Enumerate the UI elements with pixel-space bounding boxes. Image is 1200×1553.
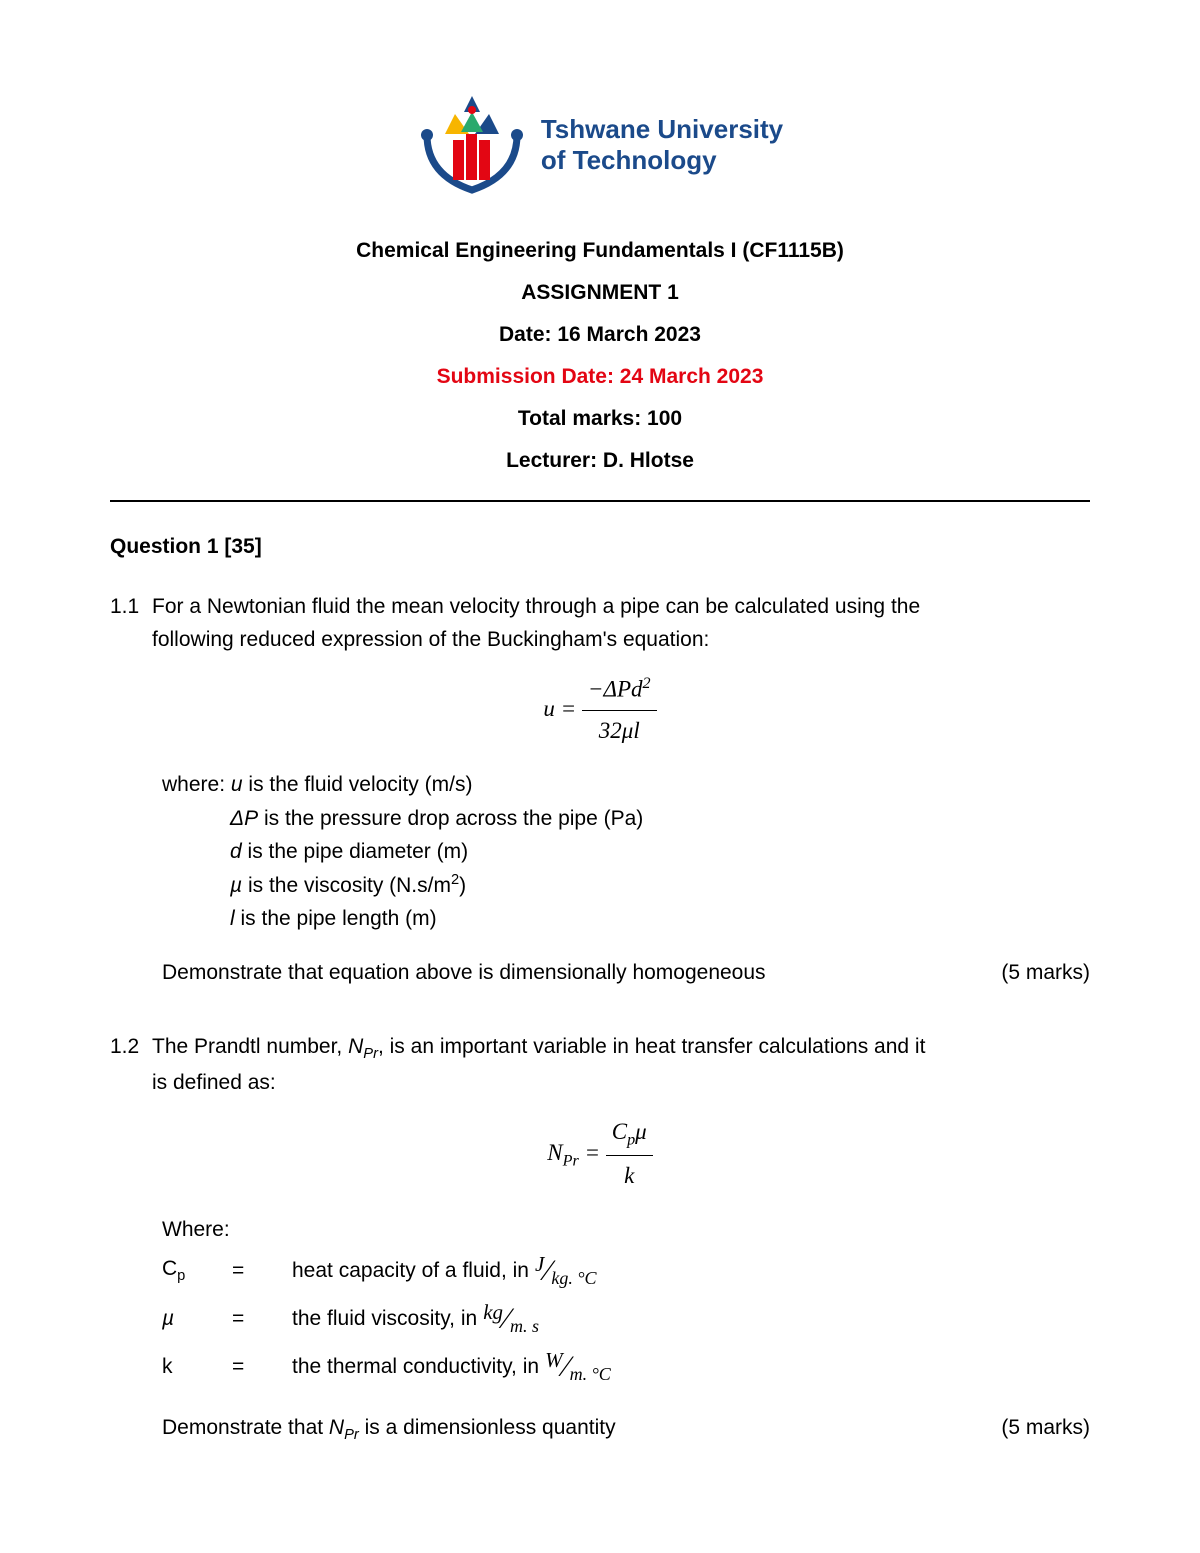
- logo-container: Tshwane University of Technology: [110, 90, 1090, 200]
- logo-text: Tshwane University of Technology: [541, 114, 783, 176]
- def-cp: Cp = heat capacity of a fluid, in J⁄kg. …: [162, 1247, 1090, 1295]
- eq2-denominator: k: [606, 1156, 653, 1195]
- logo-line1: Tshwane University: [541, 114, 783, 145]
- logo-line2: of Technology: [541, 145, 783, 176]
- eq2-fraction: Cpμ k: [606, 1114, 653, 1195]
- q1-1-demonstrate: Demonstrate that equation above is dimen…: [110, 956, 1090, 990]
- q1-2-where: Where:: [110, 1213, 1090, 1247]
- eq-fraction: −ΔPd2 32μl: [582, 671, 657, 750]
- total-marks: Total marks: 100: [110, 398, 1090, 440]
- logo-icon: [417, 90, 527, 200]
- q1-1-marks: (5 marks): [1001, 956, 1090, 990]
- eq-denominator: 32μl: [582, 711, 657, 750]
- q1-2-line2: is defined as:: [110, 1066, 1090, 1100]
- unit-k: W⁄m. °C: [545, 1343, 611, 1391]
- q1-1-def-d: d is the pipe diameter (m): [110, 835, 1090, 869]
- q1-2-line1: 1.2 The Prandtl number, NPr, is an impor…: [110, 1030, 1090, 1067]
- lecturer: Lecturer: D. Hlotse: [110, 440, 1090, 482]
- q1-1-line1: 1.1 For a Newtonian fluid the mean veloc…: [110, 590, 1090, 624]
- q1-1-text-a: For a Newtonian fluid the mean velocity …: [152, 590, 1090, 624]
- q1-1-text-b: following reduced expression of the Buck…: [152, 623, 1090, 657]
- document-header: Chemical Engineering Fundamentals I (CF1…: [110, 230, 1090, 482]
- unit-cp: J⁄kg. °C: [535, 1247, 597, 1295]
- date-line: Date: 16 March 2023: [110, 314, 1090, 356]
- q1-1-def-mu: µ is the viscosity (N.s/m2): [110, 869, 1090, 903]
- q1-1-number: 1.1: [110, 590, 152, 624]
- university-logo: Tshwane University of Technology: [417, 90, 783, 200]
- q1-1-def-l: l is the pipe length (m): [110, 902, 1090, 936]
- q1-2-demonstrate: Demonstrate that NPr is a dimensionless …: [110, 1411, 1090, 1448]
- q1-2-text: The Prandtl number, NPr, is an important…: [152, 1030, 1090, 1067]
- submission-date: Submission Date: 24 March 2023: [110, 356, 1090, 398]
- question-1-title: Question 1 [35]: [110, 530, 1090, 564]
- def-mu: µ = the fluid viscosity, in kg⁄m. s: [162, 1295, 1090, 1343]
- q1-2-equation: NPr = Cpμ k: [110, 1114, 1090, 1195]
- course-title: Chemical Engineering Fundamentals I (CF1…: [110, 230, 1090, 272]
- def-k: k = the thermal conductivity, in W⁄m. °C: [162, 1343, 1090, 1391]
- eq-numerator: −ΔPd2: [582, 671, 657, 711]
- assignment-title: ASSIGNMENT 1: [110, 272, 1090, 314]
- q1-1-line2: following reduced expression of the Buck…: [110, 623, 1090, 657]
- q1-2-number: 1.2: [110, 1030, 152, 1067]
- eq2-numerator: Cpμ: [606, 1114, 653, 1156]
- q1-2-marks: (5 marks): [1001, 1411, 1090, 1448]
- eq2-lhs: NPr =: [547, 1140, 600, 1165]
- header-divider: [110, 500, 1090, 502]
- unit-mu: kg⁄m. s: [483, 1295, 539, 1343]
- q1-1-equation: u = −ΔPd2 32μl: [110, 671, 1090, 750]
- q1-1-where: where: u is the fluid velocity (m/s): [110, 768, 1090, 802]
- q1-2-definitions: Cp = heat capacity of a fluid, in J⁄kg. …: [110, 1247, 1090, 1391]
- eq-lhs: u =: [543, 696, 576, 721]
- q1-1-def-dp: ΔP is the pressure drop across the pipe …: [110, 802, 1090, 836]
